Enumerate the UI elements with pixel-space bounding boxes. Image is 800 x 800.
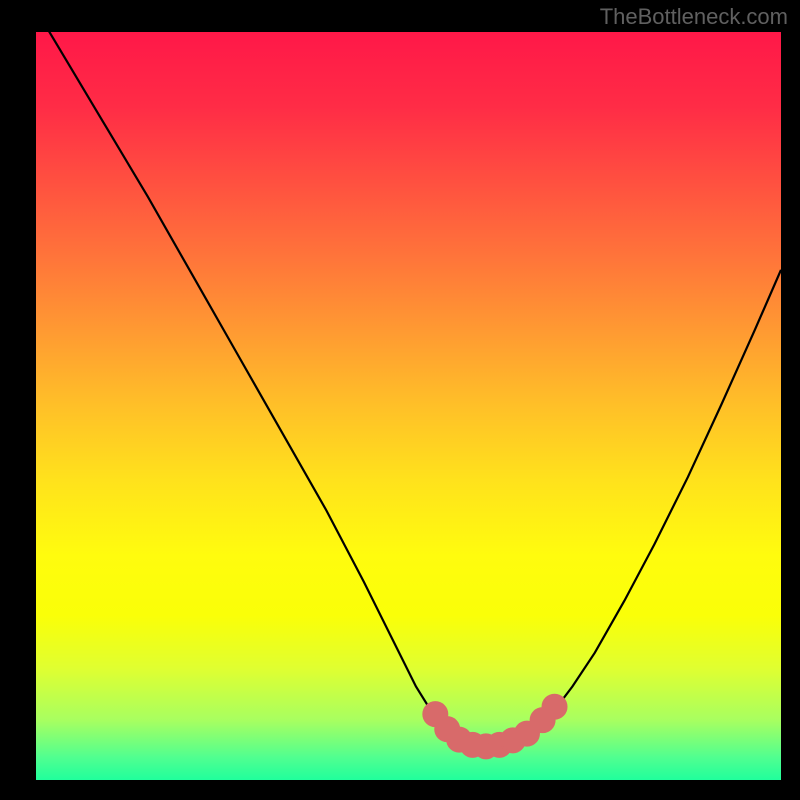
attribution-text: TheBottleneck.com: [600, 4, 788, 30]
chart-area: [36, 32, 781, 780]
marker-point: [543, 695, 567, 719]
highlight-markers: [36, 32, 781, 780]
